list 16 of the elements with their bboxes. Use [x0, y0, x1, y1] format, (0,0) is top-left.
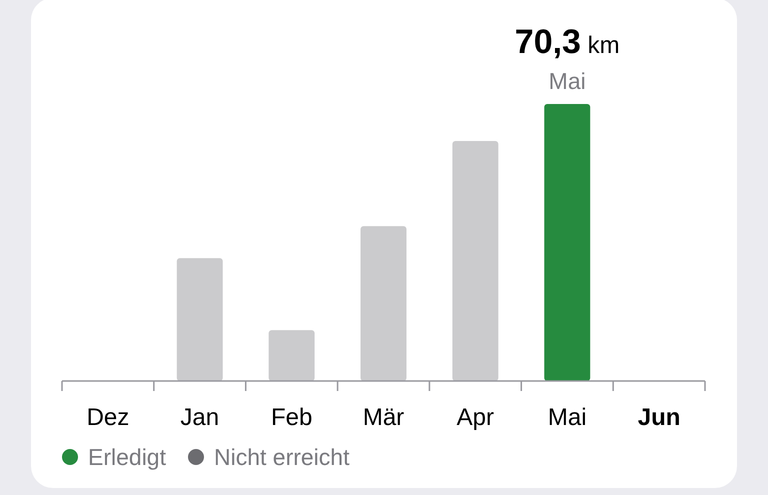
data-label: 70,3 km	[514, 23, 620, 61]
x-tick-label: Feb	[270, 404, 312, 431]
annotation: Mai	[548, 68, 586, 94]
x-tick-label: Mai	[548, 404, 587, 431]
bar	[360, 226, 406, 381]
bar	[452, 141, 498, 381]
x-tick-label: Jan	[180, 404, 220, 431]
bar	[544, 104, 590, 381]
x-tick-label: Apr	[456, 404, 494, 431]
legend-label: Erledigt	[88, 444, 167, 470]
bar	[268, 330, 315, 381]
x-tick-label: Mär	[362, 404, 404, 431]
x-tick-label: Dez	[86, 404, 130, 431]
x-tick-label: Jun	[638, 404, 680, 431]
bar	[176, 258, 223, 381]
legend-label: Nicht erreicht	[214, 444, 350, 470]
